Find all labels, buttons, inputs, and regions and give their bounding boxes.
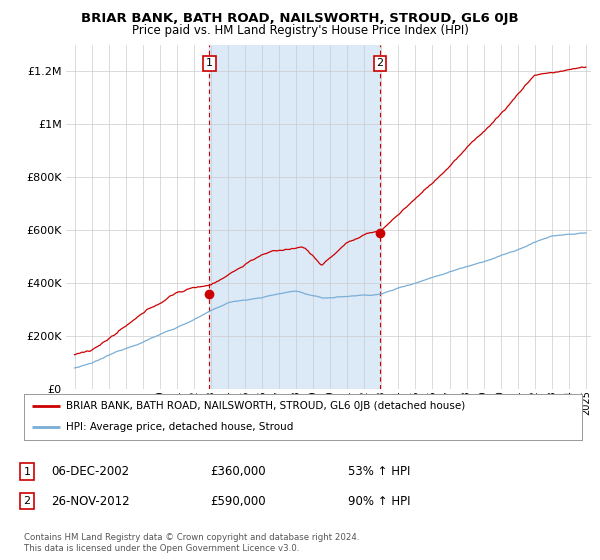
Text: 2: 2 bbox=[23, 496, 31, 506]
Text: BRIAR BANK, BATH ROAD, NAILSWORTH, STROUD, GL6 0JB (detached house): BRIAR BANK, BATH ROAD, NAILSWORTH, STROU… bbox=[66, 401, 465, 411]
Text: Contains HM Land Registry data © Crown copyright and database right 2024.
This d: Contains HM Land Registry data © Crown c… bbox=[24, 533, 359, 553]
Bar bbox=[209, 45, 380, 389]
Text: 2: 2 bbox=[376, 58, 383, 68]
Text: 1: 1 bbox=[23, 466, 31, 477]
Text: £590,000: £590,000 bbox=[210, 494, 266, 508]
Text: HPI: Average price, detached house, Stroud: HPI: Average price, detached house, Stro… bbox=[66, 422, 293, 432]
Text: £360,000: £360,000 bbox=[210, 465, 266, 478]
Text: BRIAR BANK, BATH ROAD, NAILSWORTH, STROUD, GL6 0JB: BRIAR BANK, BATH ROAD, NAILSWORTH, STROU… bbox=[81, 12, 519, 25]
Text: 53% ↑ HPI: 53% ↑ HPI bbox=[348, 465, 410, 478]
Text: 90% ↑ HPI: 90% ↑ HPI bbox=[348, 494, 410, 508]
Text: 1: 1 bbox=[206, 58, 213, 68]
Text: 26-NOV-2012: 26-NOV-2012 bbox=[51, 494, 130, 508]
Text: Price paid vs. HM Land Registry's House Price Index (HPI): Price paid vs. HM Land Registry's House … bbox=[131, 24, 469, 36]
Text: 06-DEC-2002: 06-DEC-2002 bbox=[51, 465, 129, 478]
